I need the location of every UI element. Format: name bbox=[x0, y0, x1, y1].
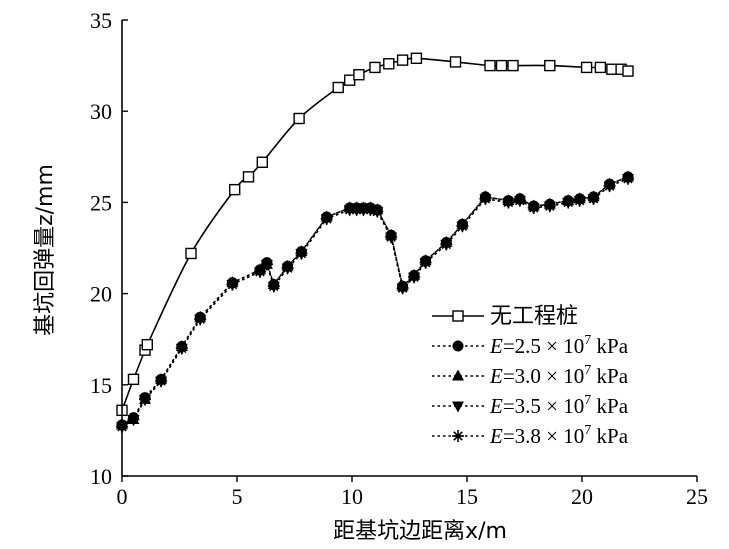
x-tick-label: 5 bbox=[232, 484, 243, 509]
data-point bbox=[256, 156, 268, 168]
axes-layer: 10 15 20 25 30 35 0 5 10 15 20 25 bbox=[90, 8, 708, 509]
data-point bbox=[185, 247, 197, 260]
data-point bbox=[410, 52, 423, 65]
legend-entry: E=3.5 × 107 kPa bbox=[432, 393, 629, 418]
data-point bbox=[419, 256, 432, 269]
data-point bbox=[242, 171, 255, 183]
data-point bbox=[495, 59, 508, 72]
data-point bbox=[479, 192, 492, 205]
series-layer bbox=[116, 52, 634, 434]
data-point bbox=[267, 280, 280, 293]
data-point bbox=[396, 282, 409, 295]
series-line bbox=[121, 177, 629, 428]
data-point bbox=[141, 338, 154, 351]
legend-entry: E=3.0 × 107 kPa bbox=[432, 363, 629, 388]
data-point bbox=[139, 393, 151, 406]
y-tick-label: 20 bbox=[90, 282, 112, 307]
series-1 bbox=[116, 52, 634, 417]
data-point bbox=[295, 247, 308, 260]
legend-entry: 无工程桩 bbox=[432, 304, 578, 329]
data-point bbox=[484, 59, 496, 72]
x-tick-label: 20 bbox=[571, 484, 593, 509]
data-point bbox=[281, 262, 294, 275]
data-point bbox=[396, 54, 409, 66]
data-point bbox=[371, 205, 384, 218]
y-tick-label: 30 bbox=[90, 99, 112, 124]
data-point bbox=[513, 194, 526, 207]
legend-label: E=2.5 × 107 kPa bbox=[489, 333, 629, 358]
data-point bbox=[544, 59, 556, 72]
x-axis-title: 距基坑边距离x/m bbox=[333, 519, 507, 544]
series-5 bbox=[116, 172, 634, 433]
data-point bbox=[155, 375, 168, 388]
data-point bbox=[332, 81, 344, 94]
data-point bbox=[194, 313, 207, 326]
legend-label: E=3.8 × 107 kPa bbox=[489, 423, 629, 448]
data-point bbox=[622, 65, 634, 77]
data-point bbox=[127, 413, 140, 426]
data-point bbox=[603, 179, 616, 192]
series-line bbox=[121, 177, 629, 428]
data-point bbox=[573, 194, 586, 207]
legend-marker bbox=[452, 401, 464, 413]
x-tick-label: 25 bbox=[686, 484, 708, 509]
data-point bbox=[127, 373, 140, 386]
y-axis-title: 基坑回弹量z/mm bbox=[33, 164, 58, 336]
y-tick-label: 10 bbox=[90, 464, 112, 489]
legend-marker bbox=[452, 430, 464, 442]
data-point bbox=[594, 61, 607, 74]
data-point bbox=[293, 112, 305, 125]
data-point bbox=[175, 342, 188, 355]
data-point bbox=[320, 212, 333, 225]
y-tick-label: 25 bbox=[90, 190, 112, 215]
legend: 无工程桩 E=2.5 × 107 kPa E=3.0 × 107 kPa E=3.5 … bbox=[432, 304, 629, 448]
data-point bbox=[587, 192, 600, 205]
legend-label: E=3.0 × 107 kPa bbox=[489, 363, 629, 388]
legend-entry: E=3.8 × 107 kPa bbox=[432, 423, 629, 448]
x-tick-label: 10 bbox=[341, 484, 363, 509]
data-point bbox=[353, 69, 365, 81]
data-point bbox=[543, 200, 556, 213]
data-point bbox=[622, 172, 634, 185]
data-point bbox=[502, 196, 515, 209]
y-tick-label: 35 bbox=[90, 8, 112, 33]
y-tick-label: 15 bbox=[90, 373, 112, 398]
data-point bbox=[254, 265, 266, 278]
data-point bbox=[507, 59, 519, 72]
data-point bbox=[226, 278, 239, 291]
data-point bbox=[456, 220, 469, 233]
x-tick-label: 0 bbox=[117, 484, 128, 509]
legend-marker bbox=[452, 369, 464, 381]
legend-label: 无工程桩 bbox=[490, 304, 578, 329]
data-point bbox=[527, 201, 540, 214]
legend-label: E=3.5 × 107 kPa bbox=[489, 393, 629, 418]
data-point bbox=[440, 238, 453, 251]
legend-marker bbox=[452, 340, 464, 352]
data-point bbox=[449, 56, 462, 68]
data-point bbox=[580, 61, 593, 74]
data-point bbox=[385, 231, 398, 244]
data-point bbox=[408, 271, 421, 284]
data-point bbox=[260, 258, 273, 271]
data-point bbox=[562, 196, 575, 209]
data-point bbox=[369, 61, 381, 74]
x-tick-label: 15 bbox=[456, 484, 478, 509]
data-point bbox=[228, 183, 241, 196]
data-point bbox=[383, 58, 395, 70]
legend-entry: E=2.5 × 107 kPa bbox=[432, 333, 629, 358]
legend-marker bbox=[452, 310, 464, 322]
